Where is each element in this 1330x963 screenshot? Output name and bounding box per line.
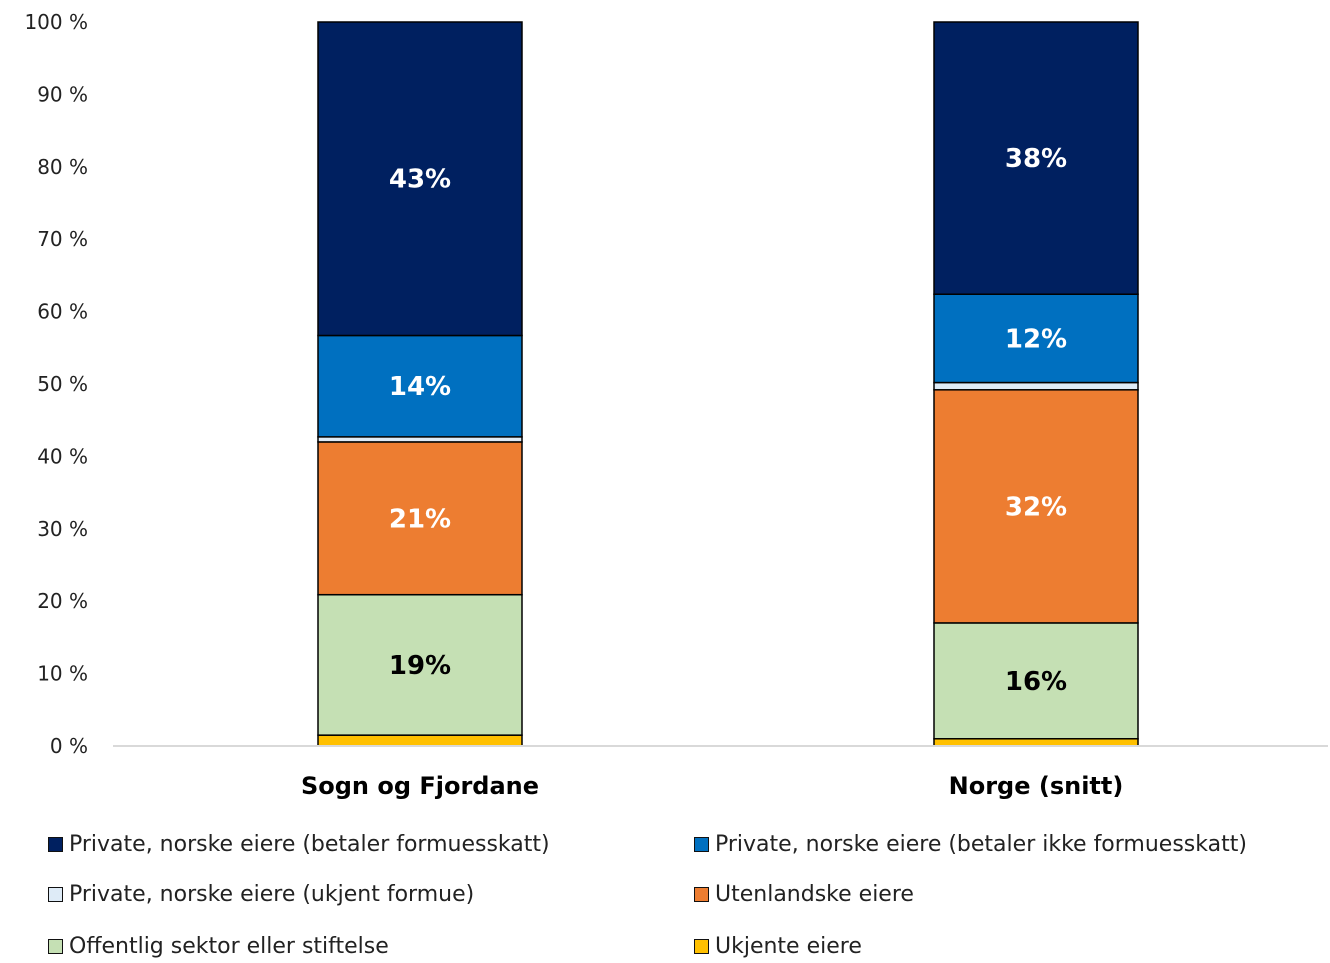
data-label: 43% bbox=[389, 165, 451, 195]
legend-label: Utenlandske eiere bbox=[715, 882, 914, 907]
bar-segment bbox=[933, 738, 1139, 747]
bar-segment bbox=[317, 441, 523, 596]
legend-swatch bbox=[48, 939, 63, 954]
y-tick-label: 70 % bbox=[37, 227, 88, 251]
y-tick-label: 60 % bbox=[37, 300, 88, 324]
x-axis-categories: Sogn og Fjordane Norge (snitt) bbox=[301, 772, 1123, 800]
bar-segment bbox=[317, 734, 523, 747]
legend-item: Private, norske eiere (betaler formuessk… bbox=[48, 832, 550, 857]
bar-segment bbox=[933, 381, 1139, 391]
data-label: 14% bbox=[389, 372, 451, 402]
legend-item: Private, norske eiere (betaler ikke form… bbox=[694, 832, 1247, 857]
y-tick-label: 100 % bbox=[24, 10, 88, 34]
legend-item: Ukjente eiere bbox=[694, 934, 862, 959]
bar-segment bbox=[933, 622, 1139, 740]
y-tick-label: 20 % bbox=[37, 589, 88, 613]
data-label: 16% bbox=[1005, 667, 1067, 697]
legend-item: Offentlig sektor eller stiftelse bbox=[48, 934, 389, 959]
y-axis-ticks: 0 % 10 % 20 % 30 % 40 % 50 % 60 % 70 % 80 % 90 % 1… bbox=[24, 10, 88, 758]
bar-segment bbox=[317, 593, 523, 736]
data-label: 38% bbox=[1005, 144, 1067, 174]
category-label: Sogn og Fjordane bbox=[301, 772, 539, 800]
bar-segment bbox=[317, 436, 523, 443]
legend-swatch bbox=[48, 837, 63, 852]
y-tick-label: 0 % bbox=[50, 734, 88, 758]
category-label: Norge (snitt) bbox=[949, 772, 1124, 800]
data-label: 21% bbox=[389, 504, 451, 534]
data-label: 12% bbox=[1005, 324, 1067, 354]
legend-swatch bbox=[694, 939, 709, 954]
legend-label: Private, norske eiere (ukjent formue) bbox=[69, 882, 475, 907]
legend-swatch bbox=[48, 887, 63, 902]
legend-swatch bbox=[694, 887, 709, 902]
y-tick-label: 10 % bbox=[37, 662, 88, 686]
y-tick-label: 90 % bbox=[37, 82, 88, 106]
y-tick-label: 40 % bbox=[37, 444, 88, 468]
bar-segment bbox=[317, 21, 523, 337]
stacked-bar-chart: 0 % 10 % 20 % 30 % 40 % 50 % 60 % 70 % 80 % 90 % 1… bbox=[24, 10, 1328, 800]
legend-item: Private, norske eiere (ukjent formue) bbox=[48, 882, 474, 907]
bar-segment bbox=[933, 389, 1139, 624]
legend-item: Utenlandske eiere bbox=[694, 882, 914, 907]
legend-label: Ukjente eiere bbox=[715, 934, 862, 959]
y-tick-label: 80 % bbox=[37, 155, 88, 179]
legend: Private, norske eiere (betaler formuessk… bbox=[0, 818, 1330, 963]
legend-label: Private, norske eiere (betaler ikke form… bbox=[715, 832, 1247, 857]
legend-label: Offentlig sektor eller stiftelse bbox=[69, 934, 389, 959]
data-label: 19% bbox=[389, 651, 451, 681]
y-tick-label: 50 % bbox=[37, 372, 88, 396]
bars: 19% 21% 14% 43% 16% 32% 12% 38% bbox=[317, 21, 1139, 747]
legend-swatch bbox=[694, 837, 709, 852]
bar-segment bbox=[933, 21, 1139, 295]
bar-segment bbox=[933, 293, 1139, 384]
data-label: 32% bbox=[1005, 492, 1067, 522]
y-tick-label: 30 % bbox=[37, 517, 88, 541]
legend-label: Private, norske eiere (betaler formuessk… bbox=[69, 832, 550, 857]
